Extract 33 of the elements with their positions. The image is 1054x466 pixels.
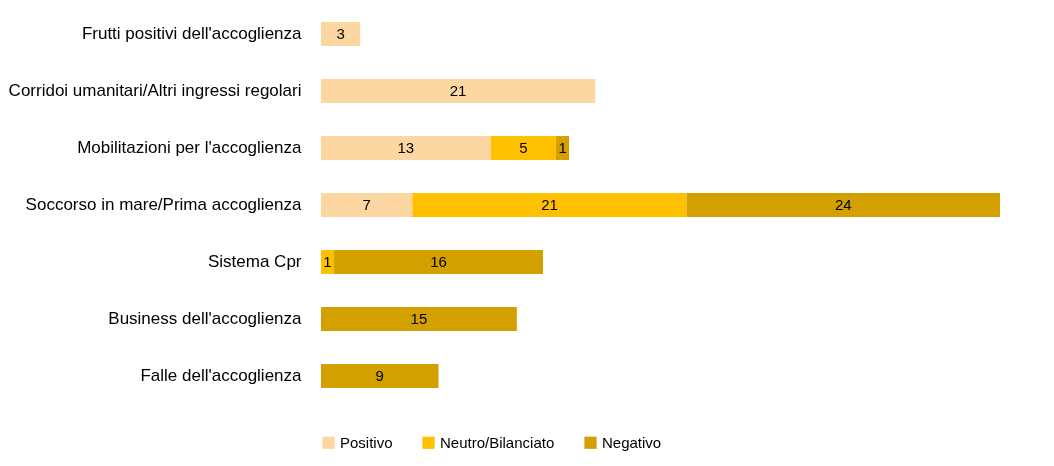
- bar: [490, 136, 557, 160]
- y-tick-label: Soccorso in mare/Prima accoglienza: [25, 195, 303, 214]
- data-label: 16: [430, 252, 447, 270]
- y-tick-label: Business dell'accoglienza: [108, 308, 303, 328]
- data-label: 15: [410, 309, 428, 327]
- data-label: 3: [336, 25, 345, 43]
- data-label: 7: [362, 196, 371, 213]
- bar: [321, 22, 361, 47]
- data-label: 1: [558, 139, 567, 157]
- data-label: 13: [397, 139, 415, 157]
- legend-label: Neutro/Bilanciato: [440, 433, 555, 451]
- bar: [334, 250, 543, 274]
- legend-label: Positivo: [340, 433, 393, 451]
- bar: [321, 363, 439, 388]
- bar: [321, 136, 491, 160]
- y-tick-label: Falle dell'accoglienza: [140, 365, 303, 385]
- bar: [321, 250, 335, 274]
- y-tick-label: Mobilitazioni per l'accoglienza: [77, 138, 303, 158]
- bar: [686, 193, 1000, 217]
- bar: [412, 193, 687, 217]
- y-tick-label: Corridoi umanitari/Altri ingressi regolari: [8, 81, 302, 101]
- y-tick-label: Frutti positivi dell'accoglienza: [81, 24, 303, 44]
- y-tick-label: Sistema Cpr: [207, 251, 302, 271]
- bar: [321, 193, 413, 217]
- legend-label: Negativo: [602, 433, 662, 451]
- data-label: 21: [449, 82, 467, 100]
- bar: [321, 306, 517, 331]
- data-label: 24: [834, 196, 852, 213]
- data-label: 1: [323, 252, 332, 270]
- data-label: 21: [541, 196, 558, 213]
- data-label: 5: [519, 139, 528, 157]
- data-label: 9: [375, 366, 384, 384]
- bar: [321, 79, 596, 104]
